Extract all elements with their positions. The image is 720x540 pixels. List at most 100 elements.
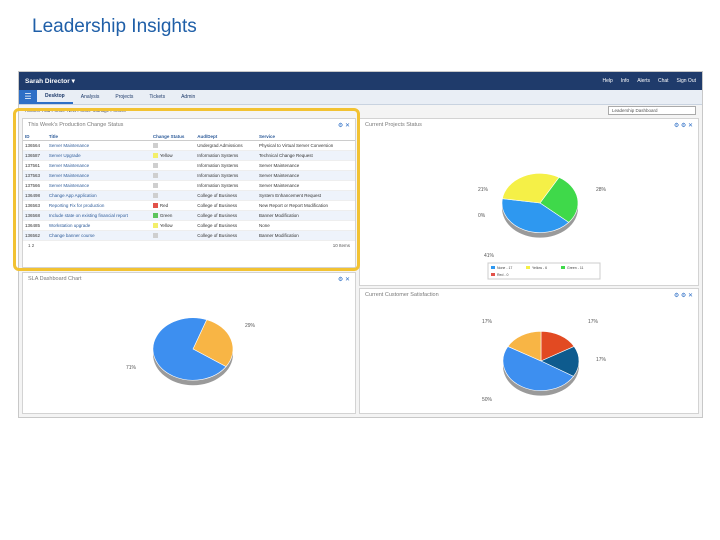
pie-pct-label: 17%: [588, 319, 599, 325]
pie-pct-label: 29%: [245, 323, 256, 329]
cell-service: Server Maintenance: [257, 180, 355, 191]
cell-status: Green: [150, 210, 196, 221]
cell-title[interactable]: Change banner course: [46, 230, 151, 241]
cell-status: [150, 160, 196, 171]
pie-slice-orange[interactable]: [507, 331, 542, 362]
status-chip: [152, 163, 158, 169]
legend-entry: Yellow - 6: [532, 266, 547, 270]
tab-desktop[interactable]: Desktop: [37, 90, 73, 104]
status-text: Green: [159, 212, 173, 218]
legend-swatch: [561, 266, 565, 269]
pie-slice-green[interactable]: [539, 176, 579, 223]
status-chip: [152, 173, 158, 179]
cell-dept: Undergrad Admissions: [195, 140, 258, 151]
cell-dept: Information Systems: [195, 150, 258, 161]
sla-panel: SLA Dashboard Chart ⚙ ✕ 29% 71%: [22, 272, 356, 414]
cell-service: None: [257, 220, 355, 231]
table-row[interactable]: 136563 Reporting Fix for production Red Col…: [23, 200, 355, 211]
col-dept[interactable]: Aud/Dept: [195, 133, 258, 141]
col-title[interactable]: Title: [46, 133, 151, 141]
cell-title[interactable]: Server Maintenance: [46, 160, 151, 171]
main-nav: ☰ Desktop Analysis Projects Tickets Admi…: [19, 90, 702, 105]
projects-legend: None - 17 Yellow - 6 Green - 11 Red - 0: [487, 262, 601, 280]
col-id[interactable]: ID: [23, 133, 47, 141]
pager-pages[interactable]: 1 2: [28, 243, 35, 248]
table-row[interactable]: 136587 Server Upgrade Yellow Information Sy…: [23, 150, 355, 161]
cell-service: Technical Change Request: [257, 150, 355, 161]
cell-service: System Enhancement Request: [257, 190, 355, 201]
panel-options-icon[interactable]: ⚙ ✕: [337, 123, 350, 129]
projects-status-panel: Current Projects Status ⚙ ⚙ ✕ 28% 21% 0% 41…: [359, 118, 699, 286]
change-status-table: ID Title Change Status Aud/Dept Service …: [23, 133, 355, 241]
status-text: Red: [159, 202, 169, 208]
status-chip: [152, 153, 158, 159]
table-row[interactable]: 136568 Include state on existing financia…: [23, 210, 355, 221]
legend-swatch: [526, 266, 530, 269]
cell-dept: College of Business: [195, 220, 258, 231]
table-row[interactable]: 136485 Workstation upgrade Yellow College o…: [23, 220, 355, 231]
tab-projects[interactable]: Projects: [115, 94, 134, 100]
panel-options-icon[interactable]: ⚙ ✕: [337, 277, 350, 283]
app-window: Sarah Director ▾ Help Info Alerts Chat S…: [18, 71, 703, 418]
pie-slice-blue[interactable]: [152, 317, 227, 381]
status-chip: [152, 183, 158, 189]
satisfaction-panel: Current Customer Satisfaction ⚙ ⚙ ✕ 17% 1…: [359, 288, 699, 414]
col-change-status[interactable]: Change Status: [150, 133, 196, 141]
cell-service: Banner Modification: [257, 230, 355, 241]
change-status-panel: This Week's Production Change Status ⚙ ✕…: [22, 118, 356, 268]
cell-title[interactable]: Server Maintenance: [46, 140, 151, 151]
cell-title[interactable]: Change App Application: [46, 190, 151, 201]
dashboard-select[interactable]: Leadership Dashboard: [608, 105, 696, 115]
change-status-title: This Week's Production Change Status: [28, 122, 124, 128]
cell-status: Yellow: [150, 220, 196, 231]
cell-title[interactable]: Reporting Fix for production: [46, 200, 151, 211]
status-chip: [152, 233, 158, 239]
alerts-link[interactable]: Alerts: [637, 78, 650, 84]
table-row[interactable]: 136564 Server Maintenance Undergrad Admiss…: [23, 140, 355, 151]
panel-options-icon[interactable]: ⚙ ⚙ ✕: [673, 293, 693, 299]
cell-title[interactable]: Include state on existing financial repo…: [46, 210, 151, 221]
chat-link[interactable]: Chat: [657, 78, 669, 84]
tab-analysis[interactable]: Analysis: [80, 94, 100, 100]
cell-title[interactable]: Server Maintenance: [46, 170, 151, 181]
cell-dept: College of Business: [195, 210, 258, 221]
satisfaction-title: Current Customer Satisfaction: [365, 292, 439, 298]
pie-pct-label: 21%: [478, 187, 489, 193]
projects-status-title: Current Projects Status: [365, 122, 422, 128]
cell-service: Banner Modification: [257, 210, 355, 221]
pie-slice-blue[interactable]: [501, 198, 570, 233]
cell-dept: Information Systems: [195, 160, 258, 171]
cell-service: Physical to Virtual Server Conversion: [257, 140, 355, 151]
pie-slice-orange[interactable]: [192, 319, 234, 368]
cell-title[interactable]: Server Maintenance: [46, 180, 151, 191]
satisfaction-pie-chart: 17% 17% 50% 17%: [482, 319, 607, 403]
tab-tickets[interactable]: Tickets: [149, 94, 166, 100]
legend-entry: None - 17: [497, 266, 512, 270]
cell-title[interactable]: Workstation upgrade: [46, 220, 151, 231]
cell-status: [150, 140, 196, 151]
cell-id: 137566: [23, 180, 47, 191]
cell-service: New Report or Report Modification: [257, 200, 355, 211]
table-row[interactable]: 136498 Change App Application College of B…: [23, 190, 355, 201]
status-chip: [152, 143, 158, 149]
cell-id: 137561: [23, 160, 47, 171]
col-service[interactable]: Service: [257, 133, 355, 141]
help-link[interactable]: Help: [602, 78, 613, 84]
top-bar: Sarah Director ▾ Help Info Alerts Chat S…: [19, 72, 702, 90]
table-row[interactable]: 137561 Server Maintenance Information Syst…: [23, 160, 355, 171]
pie-slice-yellow[interactable]: [502, 173, 560, 204]
cell-status: [150, 230, 196, 241]
pie-slice-blue[interactable]: [502, 346, 574, 391]
menu-icon[interactable]: ☰: [19, 90, 37, 104]
table-row[interactable]: 137563 Server Maintenance Information Syst…: [23, 170, 355, 181]
signout-link[interactable]: Sign Out: [676, 78, 696, 84]
cell-title[interactable]: Server Upgrade: [46, 150, 151, 161]
panel-options-icon[interactable]: ⚙ ⚙ ✕: [673, 123, 693, 129]
info-link[interactable]: Info: [620, 78, 630, 84]
table-row[interactable]: 136562 Change banner course College of Bus…: [23, 230, 355, 241]
tab-admin[interactable]: Admin: [181, 94, 196, 100]
table-row[interactable]: 137566 Server Maintenance Information Syst…: [23, 180, 355, 191]
pie-pct-label: 17%: [482, 319, 493, 325]
cell-status: [150, 170, 196, 181]
user-menu[interactable]: Sarah Director ▾: [25, 78, 75, 85]
